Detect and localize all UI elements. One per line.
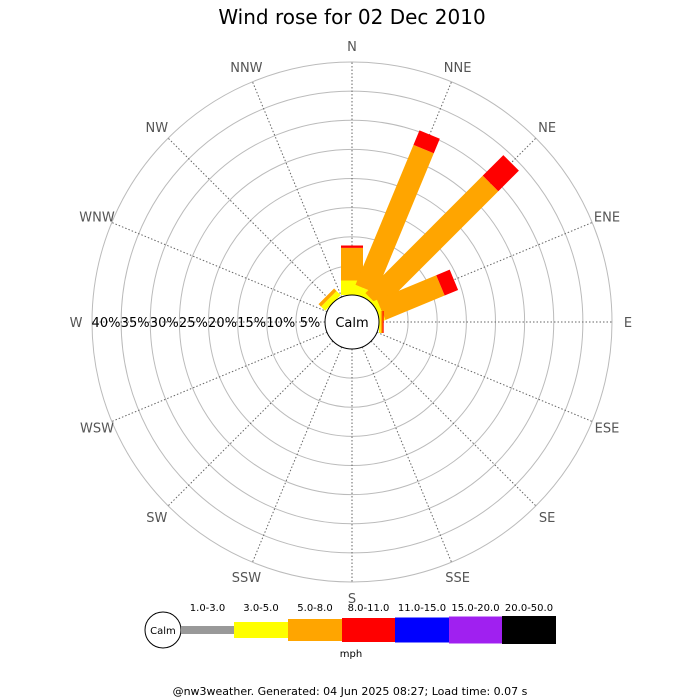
spoke-sse — [361, 346, 452, 563]
direction-label-wsw: WSW — [80, 422, 114, 437]
bar-e-3.0-5.0 — [379, 311, 381, 333]
legend-label-3.0-5.0: 3.0-5.0 — [243, 603, 278, 614]
radial-label-1: 5% — [300, 316, 321, 331]
legend-label-11.0-15.0: 11.0-15.0 — [398, 603, 446, 614]
legend-calm-label: Calm — [150, 626, 176, 637]
direction-label-nw: NW — [146, 121, 169, 136]
grid-ring-3 — [237, 207, 467, 437]
spoke-se — [370, 340, 537, 507]
direction-label-ssw: SSW — [232, 571, 262, 586]
bar-nw-5.0-8.0 — [318, 288, 337, 307]
radial-labels: 5% 10%15%20%25%30%35%40% — [92, 316, 321, 331]
direction-label-e: E — [624, 316, 632, 331]
spoke-nnw — [252, 81, 343, 298]
legend-swatch-20.0-50.0 — [502, 616, 556, 644]
spoke-sw — [167, 340, 334, 507]
radial-label-4: 20% — [208, 316, 237, 331]
spoke-ssw — [252, 346, 343, 563]
legend-swatch-11.0-15.0 — [395, 617, 449, 643]
direction-label-ese: ESE — [595, 422, 620, 437]
bar-nw-3.0-5.0 — [321, 291, 341, 311]
footer-text: @nw3weather. Generated: 04 Jun 2025 08:2… — [173, 685, 528, 698]
spoke-ese — [376, 331, 593, 422]
direction-label-w: W — [70, 316, 83, 331]
polar-grid: N NNE NE ENE E ESE SE SSE S SSW SW WSW W WNW NW NNW — [70, 40, 633, 607]
direction-label-se: SE — [539, 511, 555, 526]
bar-nne-5.0-8.0 — [355, 144, 434, 294]
legend-swatch-8.0-11.0 — [342, 618, 395, 642]
legend-swatch-3.0-5.0 — [234, 622, 288, 638]
grid-ring-2 — [266, 236, 438, 408]
direction-label-s: S — [348, 592, 356, 607]
grid-ring-8 — [91, 61, 613, 583]
radial-label-3: 15% — [237, 316, 266, 331]
legend-label-15.0-20.0: 15.0-20.0 — [451, 603, 499, 614]
spoke-wsw — [111, 331, 328, 422]
legend: Calm 1.0-3.0 3.0-5.0 5.0-8.0 8.0-11.0 11.0-15… — [144, 603, 556, 660]
grid-ring-6 — [149, 119, 555, 525]
bar-e-8.0-11.0 — [382, 311, 384, 333]
bar-nne-8.0-11.0 — [413, 130, 440, 154]
bar-n-5.0-8.0 — [341, 247, 363, 281]
legend-label-20.0-50.0: 20.0-50.0 — [505, 603, 553, 614]
bar-e-5.0-8.0 — [380, 311, 383, 333]
legend-label-8.0-11.0: 8.0-11.0 — [348, 603, 390, 614]
chart-title: Wind rose for 02 Dec 2010 — [218, 5, 485, 29]
calm-ring — [324, 294, 380, 350]
direction-label-ne: NE — [538, 121, 556, 136]
direction-label-n: N — [347, 40, 357, 55]
grid-ring-5 — [178, 148, 526, 496]
legend-swatch-1.0-3.0 — [181, 626, 234, 634]
calm-circle: Calm — [324, 294, 380, 350]
legend-units: mph — [340, 649, 362, 660]
direction-label-ene: ENE — [594, 210, 620, 225]
radial-label-7: 35% — [121, 316, 150, 331]
calm-label: Calm — [335, 316, 368, 331]
bar-ene-8.0-11.0 — [436, 269, 459, 296]
spoke-wnw — [111, 222, 328, 313]
direction-label-nnw: NNW — [230, 61, 262, 76]
direction-label-nne: NNE — [444, 61, 472, 76]
direction-label-sw: SW — [146, 511, 167, 526]
legend-label-1.0-3.0: 1.0-3.0 — [190, 603, 225, 614]
legend-label-5.0-8.0: 5.0-8.0 — [297, 603, 332, 614]
bar-n-8.0-11.0 — [341, 245, 363, 248]
bar-ne-5.0-8.0 — [365, 175, 499, 309]
spoke-nw — [167, 137, 334, 304]
direction-label-wnw: WNW — [79, 210, 115, 225]
radial-label-2: 10% — [266, 316, 295, 331]
legend-swatch-5.0-8.0 — [288, 619, 342, 641]
bar-ne-8.0-11.0 — [482, 155, 519, 192]
wind-bars — [318, 130, 519, 333]
radial-label-5: 25% — [179, 316, 208, 331]
radial-label-6: 30% — [150, 316, 179, 331]
legend-swatch-15.0-20.0 — [449, 616, 502, 644]
direction-label-sse: SSE — [445, 571, 470, 586]
radial-label-8: 40% — [92, 316, 121, 331]
bar-ene-5.0-8.0 — [377, 275, 445, 321]
